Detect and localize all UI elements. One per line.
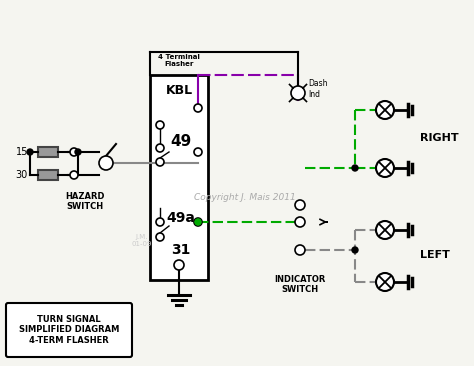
Circle shape: [156, 158, 164, 166]
Text: HAZARD
SWITCH: HAZARD SWITCH: [65, 192, 105, 212]
Circle shape: [70, 171, 78, 179]
Circle shape: [295, 200, 305, 210]
Circle shape: [156, 218, 164, 226]
Text: 31: 31: [171, 243, 191, 257]
Circle shape: [174, 260, 184, 270]
Circle shape: [99, 156, 113, 170]
Circle shape: [156, 144, 164, 152]
FancyBboxPatch shape: [38, 147, 58, 157]
Text: LEFT: LEFT: [420, 250, 450, 260]
Circle shape: [376, 101, 394, 119]
Circle shape: [195, 219, 201, 225]
Text: 15: 15: [16, 147, 28, 157]
Text: Copyright J. Mais 2011: Copyright J. Mais 2011: [194, 193, 296, 202]
Text: KBL: KBL: [165, 85, 192, 97]
Circle shape: [194, 218, 202, 226]
Text: 30: 30: [16, 170, 28, 180]
Text: +: +: [101, 158, 110, 168]
Circle shape: [376, 273, 394, 291]
Text: 49a: 49a: [166, 211, 195, 225]
Text: J.M.
01-09: J.M. 01-09: [132, 234, 152, 246]
Circle shape: [295, 217, 305, 227]
Circle shape: [291, 86, 305, 100]
Circle shape: [295, 245, 305, 255]
Circle shape: [194, 104, 202, 112]
Circle shape: [156, 121, 164, 129]
Circle shape: [27, 149, 33, 155]
Circle shape: [194, 148, 202, 156]
FancyBboxPatch shape: [6, 303, 132, 357]
Circle shape: [156, 233, 164, 241]
Text: 49: 49: [170, 134, 191, 149]
Circle shape: [352, 247, 358, 253]
Circle shape: [70, 148, 78, 156]
FancyBboxPatch shape: [38, 170, 58, 180]
FancyBboxPatch shape: [150, 75, 208, 280]
Text: INDICATOR
SWITCH: INDICATOR SWITCH: [274, 275, 326, 294]
Circle shape: [352, 165, 358, 171]
Text: RIGHT: RIGHT: [420, 133, 459, 143]
Text: Dash
Ind: Dash Ind: [308, 79, 328, 99]
Text: TURN SIGNAL
SIMPLIFIED DIAGRAM
4-TERM FLASHER: TURN SIGNAL SIMPLIFIED DIAGRAM 4-TERM FL…: [19, 315, 119, 345]
Circle shape: [376, 221, 394, 239]
Circle shape: [75, 149, 81, 155]
Circle shape: [376, 159, 394, 177]
Text: 4 Terminal
Flasher: 4 Terminal Flasher: [158, 54, 200, 67]
